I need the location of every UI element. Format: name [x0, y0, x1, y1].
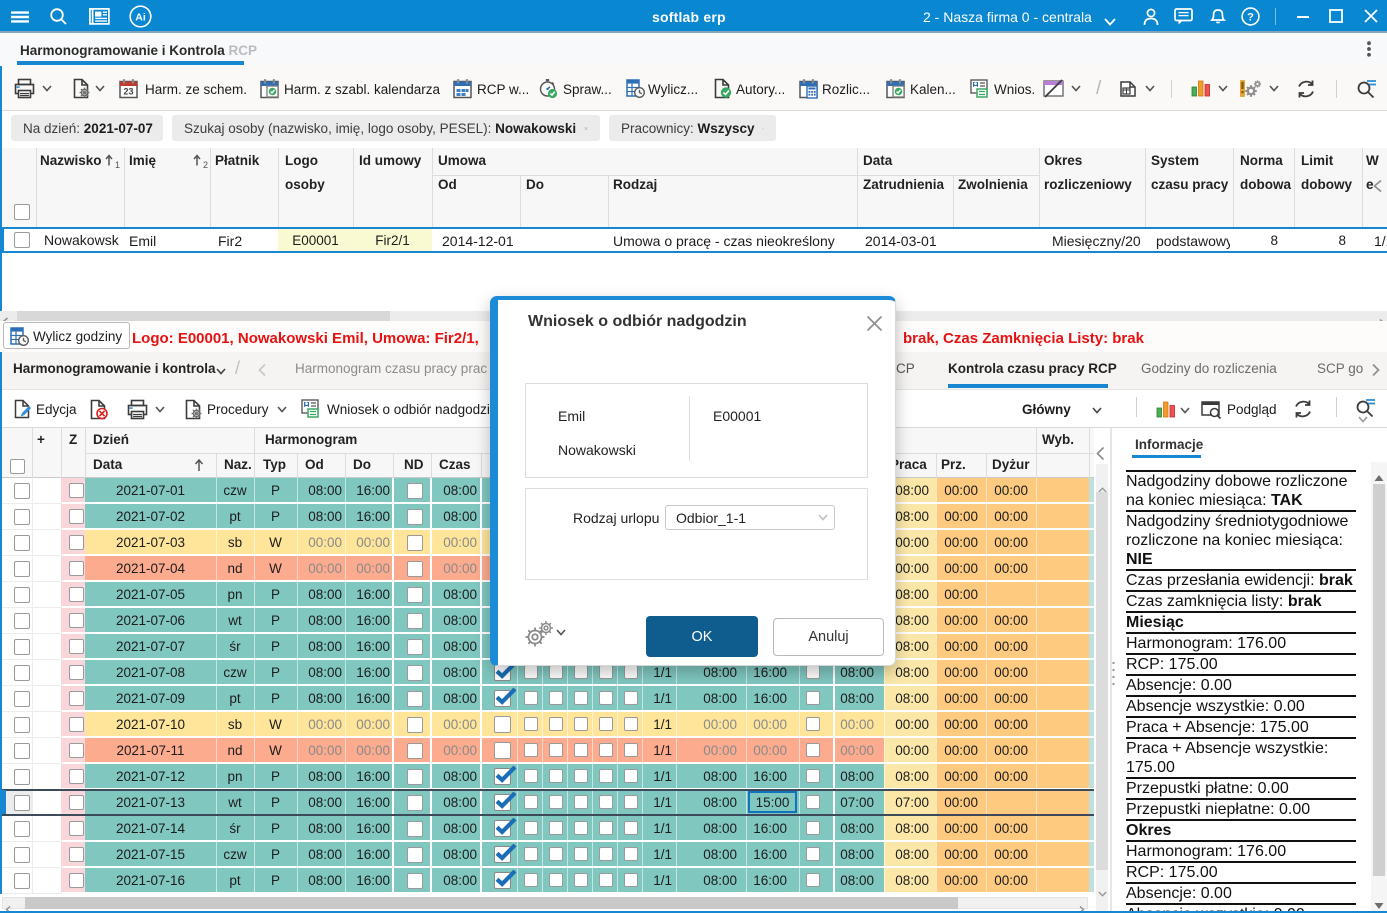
svg-text:2: 2 — [203, 160, 208, 169]
svg-text:Ai: Ai — [135, 12, 146, 24]
svg-text:23: 23 — [123, 87, 133, 97]
svg-text:1: 1 — [115, 160, 120, 169]
svg-text:?: ? — [1247, 12, 1254, 24]
